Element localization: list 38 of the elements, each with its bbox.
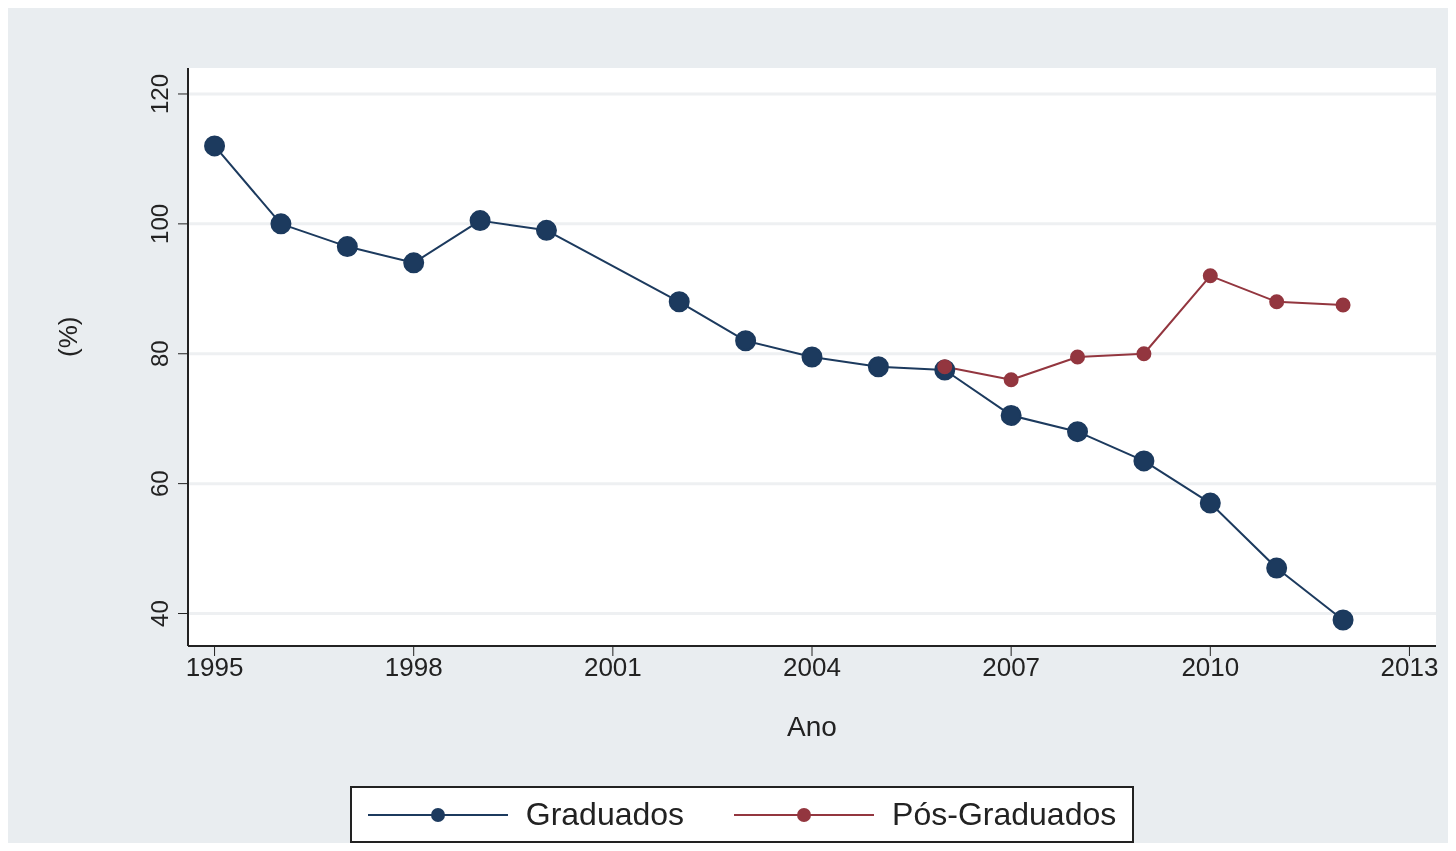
x-tick-label: 2004 <box>783 652 841 683</box>
point <box>1003 372 1019 388</box>
point <box>867 356 889 378</box>
y-tick-label: 100 <box>146 203 173 244</box>
point <box>1067 421 1089 443</box>
point <box>1133 450 1155 472</box>
point <box>1199 492 1221 514</box>
x-tick-label: 2001 <box>583 652 642 683</box>
x-tick-label: 2010 <box>1181 652 1240 683</box>
point <box>1332 609 1354 631</box>
point <box>1335 297 1351 313</box>
point <box>336 236 358 258</box>
point <box>270 213 292 235</box>
x-tick-label: 1995 <box>185 652 244 683</box>
point <box>668 291 690 313</box>
legend-label: Pós-Graduados <box>892 796 1117 833</box>
x-tick-label: 1998 <box>384 652 443 683</box>
x-tick-label: 2007 <box>982 652 1041 683</box>
point <box>735 330 757 352</box>
point <box>1136 346 1152 362</box>
legend-label: Graduados <box>525 796 685 833</box>
y-tick-label: 60 <box>146 470 173 497</box>
x-axis-title: Ano <box>787 711 837 742</box>
y-tick-label: 40 <box>146 600 173 627</box>
point <box>1269 294 1285 310</box>
point <box>403 252 425 274</box>
y-tick-label: 120 <box>146 73 173 114</box>
point <box>1070 349 1086 365</box>
point <box>801 346 823 368</box>
point <box>204 135 226 157</box>
point <box>1266 557 1288 579</box>
point <box>535 219 557 241</box>
point <box>1000 404 1022 426</box>
x-tick-label: 2013 <box>1380 652 1439 683</box>
point <box>1202 268 1218 284</box>
y-tick-label: 80 <box>146 340 173 368</box>
point <box>469 210 491 232</box>
y-axis-title: (%) <box>53 316 84 357</box>
